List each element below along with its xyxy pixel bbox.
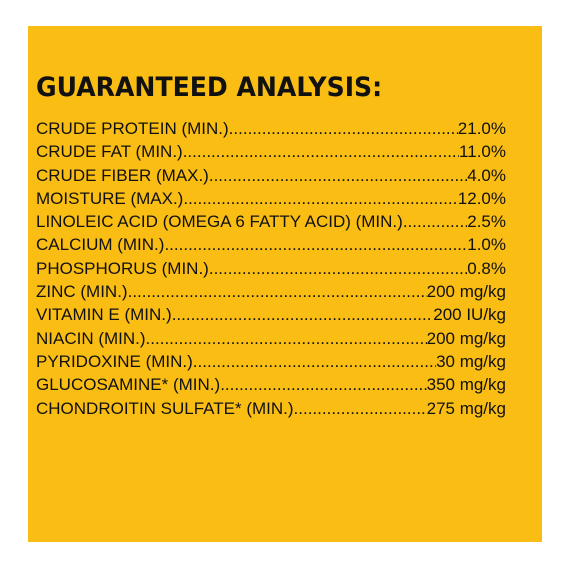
analysis-row: PYRIDOXINE (MIN.) 30 mg/kg xyxy=(36,352,506,375)
analysis-heading: GUARANTEED ANALYSIS: xyxy=(36,72,383,103)
nutrient-name: CRUDE PROTEIN (MIN.) xyxy=(36,119,229,138)
nutrient-value: 200 mg/kg xyxy=(426,328,506,348)
nutrient-value: 11.0% xyxy=(459,142,506,162)
nutrient-name: CRUDE FIBER (MAX.) xyxy=(36,165,209,185)
nutrient-value: 21.0% xyxy=(457,119,506,138)
analysis-row: VITAMIN E (MIN.) 200 IU/kg xyxy=(36,305,506,328)
nutrient-value: 200 mg/kg xyxy=(426,282,506,302)
nutrient-value: 1.0% xyxy=(467,235,506,255)
analysis-rows: CRUDE PROTEIN (MIN.) 21.0% CRUDE FAT (MI… xyxy=(36,119,506,422)
nutrient-name: CALCIUM (MIN.) xyxy=(36,235,165,255)
dot-leader xyxy=(229,119,458,139)
nutrient-value: 4.0% xyxy=(467,165,506,185)
nutrient-name: PYRIDOXINE (MIN.) xyxy=(36,351,193,371)
guaranteed-analysis-panel: GUARANTEED ANALYSIS: CRUDE PROTEIN (MIN.… xyxy=(28,26,542,542)
nutrient-value: 200 IU/kg xyxy=(433,305,506,325)
nutrient-value: 12.0% xyxy=(457,188,506,208)
nutrient-value: 350 mg/kg xyxy=(426,375,506,395)
dot-leader xyxy=(294,399,427,419)
nutrient-value: 0.8% xyxy=(467,258,506,278)
nutrient-value: 2.5% xyxy=(467,212,506,232)
nutrient-value: 30 mg/kg xyxy=(436,351,506,371)
analysis-row: CRUDE PROTEIN (MIN.) 21.0% xyxy=(36,119,506,142)
dot-leader xyxy=(164,235,467,255)
dot-leader xyxy=(172,305,434,325)
dot-leader xyxy=(183,142,459,162)
analysis-row: PHOSPHORUS (MIN.) 0.8% xyxy=(36,259,506,282)
analysis-row: CALCIUM (MIN.) 1.0% xyxy=(36,235,506,258)
analysis-row: CRUDE FIBER (MAX.) 4.0% xyxy=(36,166,506,189)
nutrient-name: GLUCOSAMINE* (MIN.) xyxy=(36,375,221,395)
dot-leader xyxy=(183,189,457,209)
dot-leader xyxy=(209,166,467,186)
nutrient-name: PHOSPHORUS (MIN.) xyxy=(36,258,209,278)
dot-leader xyxy=(193,352,436,372)
analysis-row: CHONDROITIN SULFATE* (MIN.) 275 mg/kg xyxy=(36,399,506,422)
analysis-row: GLUCOSAMINE* (MIN.) 350 mg/kg xyxy=(36,375,506,398)
dot-leader xyxy=(209,259,467,279)
nutrient-name: ZINC (MIN.) xyxy=(36,282,128,302)
dot-leader xyxy=(220,375,426,395)
analysis-row: ZINC (MIN.) 200 mg/kg xyxy=(36,282,506,305)
dot-leader xyxy=(146,329,427,349)
nutrient-name: NIACIN (MIN.) xyxy=(36,328,146,348)
dot-leader xyxy=(128,282,427,302)
dot-leader xyxy=(403,212,467,232)
nutrient-name: MOISTURE (MAX.) xyxy=(36,188,184,208)
nutrient-value: 275 mg/kg xyxy=(426,398,506,418)
nutrient-name: LINOLEIC ACID (OMEGA 6 FATTY ACID) (MIN.… xyxy=(36,212,403,232)
analysis-row: MOISTURE (MAX.) 12.0% xyxy=(36,189,506,212)
nutrient-name: VITAMIN E (MIN.) xyxy=(36,305,172,325)
nutrient-name: CRUDE FAT (MIN.) xyxy=(36,142,183,162)
nutrient-name: CHONDROITIN SULFATE* (MIN.) xyxy=(36,398,294,418)
analysis-row: NIACIN (MIN.) 200 mg/kg xyxy=(36,329,506,352)
analysis-row: CRUDE FAT (MIN.) 11.0% xyxy=(36,142,506,165)
analysis-row: LINOLEIC ACID (OMEGA 6 FATTY ACID) (MIN.… xyxy=(36,212,506,235)
